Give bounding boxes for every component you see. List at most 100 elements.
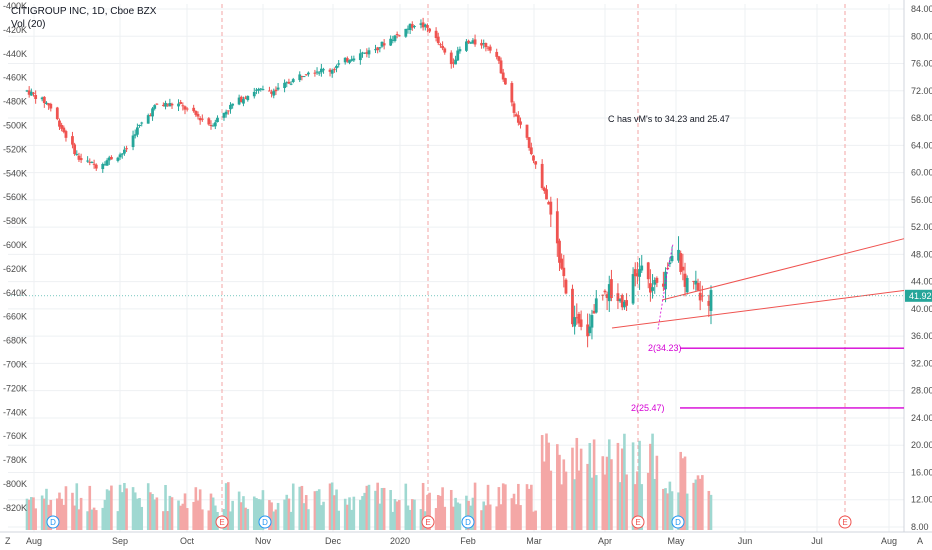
lower-trend-line xyxy=(611,289,905,329)
candle-body xyxy=(285,82,289,84)
candle-body xyxy=(588,326,592,334)
volume-bar xyxy=(638,440,641,530)
candle-body xyxy=(64,131,68,138)
candle-body xyxy=(413,26,416,28)
volume-bar xyxy=(45,488,48,530)
candle-body xyxy=(646,262,650,280)
volume-bar xyxy=(577,470,581,530)
volume-bar xyxy=(601,456,605,530)
volume-bar xyxy=(151,494,154,530)
volume-bar xyxy=(620,448,624,530)
candle-body xyxy=(185,108,189,110)
volume-bar xyxy=(227,482,230,530)
time-tick-label: Oct xyxy=(180,536,195,546)
volume-bar xyxy=(471,497,475,530)
volume-bar xyxy=(181,503,185,530)
volume-bar xyxy=(149,492,152,530)
corner-right-label[interactable]: A xyxy=(917,536,923,546)
dividend-marker[interactable] xyxy=(46,515,60,529)
earnings-marker[interactable] xyxy=(421,515,435,529)
dividend-marker[interactable] xyxy=(258,515,272,529)
volume-bar xyxy=(616,442,620,530)
candle-body xyxy=(648,283,652,293)
volume-bar xyxy=(237,491,241,530)
candle-body xyxy=(60,124,64,129)
volume-bar xyxy=(320,505,323,530)
volume-tick-label: -460K xyxy=(3,73,27,83)
candle-body xyxy=(348,60,351,63)
candle-body xyxy=(257,89,261,91)
candle-body xyxy=(332,69,336,71)
volume-bar xyxy=(395,501,399,530)
candle-body xyxy=(467,40,470,43)
earnings-marker[interactable] xyxy=(838,515,852,529)
time-tick-label: Jun xyxy=(738,536,753,546)
candle-body xyxy=(101,164,105,170)
volume-bar xyxy=(337,510,340,530)
volume-bar xyxy=(707,490,711,530)
volume-bar xyxy=(268,500,271,530)
dividend-marker[interactable] xyxy=(461,515,475,529)
volume-bar xyxy=(408,509,412,530)
candle-body xyxy=(211,125,215,127)
earnings-marker[interactable] xyxy=(631,515,645,529)
volume-bar xyxy=(103,499,107,530)
candlestick-series xyxy=(25,17,713,348)
candle-body xyxy=(361,52,364,54)
candle-body xyxy=(616,293,620,302)
volume-bar xyxy=(685,493,689,530)
volume-bar xyxy=(177,500,180,530)
candle-body xyxy=(620,295,624,308)
volume-bar xyxy=(283,499,286,530)
volume-bar xyxy=(391,511,395,530)
volume-bar xyxy=(71,492,74,530)
volume-bar xyxy=(43,498,46,530)
candle-body xyxy=(350,59,354,61)
candle-body xyxy=(200,118,204,120)
volume-bar xyxy=(441,487,444,530)
candle-body xyxy=(495,51,499,57)
volume-bar xyxy=(649,443,652,530)
volume-bar xyxy=(376,482,379,530)
candle-body xyxy=(345,58,349,62)
price-tick-label: 76.00 xyxy=(911,59,932,69)
dividend-marker[interactable] xyxy=(671,515,685,529)
volume-bar xyxy=(315,490,319,530)
volume-tick-label: -600K xyxy=(3,240,27,250)
candle-body xyxy=(497,56,501,61)
volume-bar xyxy=(393,499,397,530)
candle-body xyxy=(488,46,492,51)
candle-body xyxy=(27,90,31,95)
volume-bar xyxy=(101,507,105,530)
volume-bar xyxy=(534,510,537,530)
candle-body xyxy=(443,48,447,53)
volume-bar xyxy=(497,487,501,530)
candle-body xyxy=(330,70,334,74)
time-tick-label: Aug xyxy=(881,536,897,546)
candle-body xyxy=(391,39,395,41)
volume-bar xyxy=(359,499,362,530)
volume-bar xyxy=(168,495,172,530)
candle-body xyxy=(700,295,704,297)
candle-body xyxy=(698,292,702,301)
earnings-marker[interactable] xyxy=(215,515,229,529)
volume-bar xyxy=(259,499,263,530)
candle-body xyxy=(239,96,243,102)
volume-bar xyxy=(302,503,306,530)
volume-bar xyxy=(105,489,109,530)
volume-bar xyxy=(75,483,79,530)
corner-left-label[interactable]: Z xyxy=(5,536,11,546)
candle-body xyxy=(419,23,423,25)
candle-body xyxy=(441,45,444,49)
volume-tick-label: -720K xyxy=(3,383,27,393)
volume-bar xyxy=(116,511,120,530)
candle-body xyxy=(382,43,386,46)
marker-label: E xyxy=(219,518,224,527)
candle-body xyxy=(58,120,61,127)
volume-bar xyxy=(651,433,654,530)
volume-bar xyxy=(683,456,687,530)
candle-body xyxy=(679,253,683,272)
price-tick-label: 32.00 xyxy=(911,358,932,368)
